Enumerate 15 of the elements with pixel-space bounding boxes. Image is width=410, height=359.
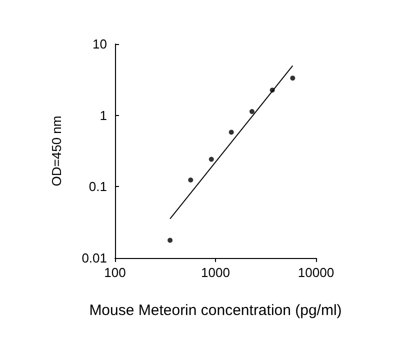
x-tick-label: 10000 [298, 265, 334, 280]
y-tick-label: 0.01 [82, 250, 107, 266]
point [188, 178, 194, 182]
point [228, 130, 234, 135]
x-tick-label: 1000 [201, 265, 230, 280]
point [290, 76, 296, 81]
point [208, 156, 214, 162]
y-tick-label: 0.1 [88, 179, 107, 194]
point [168, 238, 173, 243]
y-axis-title: OD=450 nm [49, 116, 64, 186]
x-tick-label: 100 [104, 265, 126, 280]
y-tick-label: 10 [92, 36, 107, 52]
y-tick-label: 1 [100, 108, 107, 123]
x-axis-title: Mouse Meteorin concentration (pg/ml) [89, 302, 342, 319]
point [249, 109, 254, 114]
